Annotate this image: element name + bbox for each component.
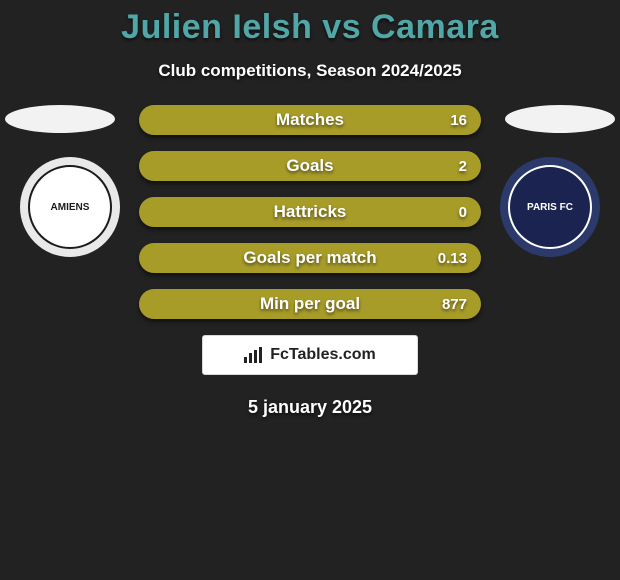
stat-bar: Matches 16 <box>139 105 481 135</box>
stat-bar-value: 2 <box>459 158 467 175</box>
comparison-title: Julien Ielsh vs Camara <box>0 0 620 47</box>
stat-bar-label: Goals <box>286 156 333 176</box>
stat-bar: Goals 2 <box>139 151 481 181</box>
stat-bars: Matches 16 Goals 2 Hattricks 0 Goals per match… <box>139 105 481 319</box>
stat-bar-value: 877 <box>442 296 467 313</box>
site-attribution-text: FcTables.com <box>270 346 376 364</box>
stat-bar-value: 16 <box>450 112 467 129</box>
club-badge-left-inner: AMIENS <box>28 165 112 249</box>
club-badge-right: PARIS FC <box>500 157 600 257</box>
stat-bar: Hattricks 0 <box>139 197 481 227</box>
stat-bar-label: Hattricks <box>274 202 347 222</box>
club-badge-left: AMIENS <box>20 157 120 257</box>
comparison-subtitle: Club competitions, Season 2024/2025 <box>0 61 620 81</box>
stat-bar: Goals per match 0.13 <box>139 243 481 273</box>
player-right-oval <box>505 105 615 133</box>
stat-bar-label: Matches <box>276 110 344 130</box>
club-badge-right-inner: PARIS FC <box>508 165 592 249</box>
stat-bar-label: Goals per match <box>243 248 376 268</box>
stat-bar-label: Min per goal <box>260 294 360 314</box>
bar-chart-icon <box>244 347 264 363</box>
comparison-stage: AMIENS PARIS FC Matches 16 Goals 2 Hattricks… <box>0 105 620 319</box>
stat-bar: Min per goal 877 <box>139 289 481 319</box>
site-attribution: FcTables.com <box>202 335 418 375</box>
stat-bar-value: 0 <box>459 204 467 221</box>
player-left-oval <box>5 105 115 133</box>
stat-bar-value: 0.13 <box>438 250 467 267</box>
snapshot-date: 5 january 2025 <box>0 397 620 418</box>
